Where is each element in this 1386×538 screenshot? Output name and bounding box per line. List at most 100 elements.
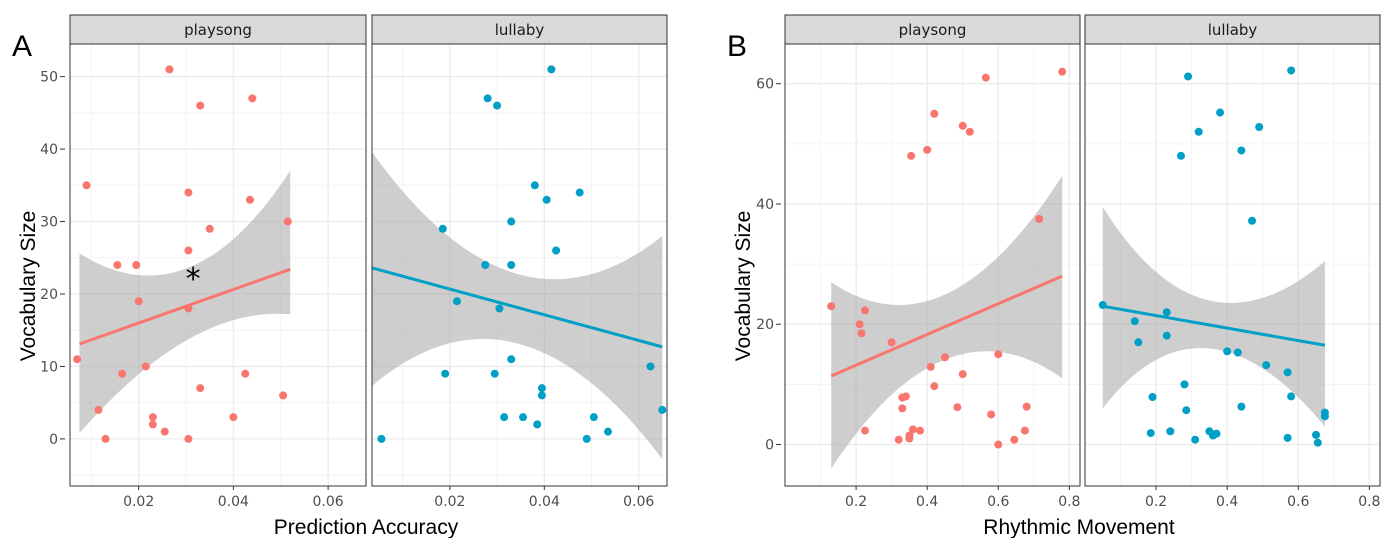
x-tick-label-a-playsong: 0.06 — [313, 494, 344, 510]
facet-b-playsong: playsong0.2 0.4 0.6 0.8 — [785, 15, 1080, 510]
strip-label-a-lullaby: lullaby — [495, 21, 545, 39]
point-b-lullaby-25 — [1147, 429, 1155, 437]
point-b-playsong-8 — [827, 302, 835, 310]
point-a-lullaby-19 — [658, 406, 666, 414]
point-a-lullaby-12 — [495, 304, 503, 312]
point-a-lullaby-1 — [484, 94, 492, 102]
facet-b-lullaby: lullaby0.2 0.4 0.6 0.8 — [1085, 15, 1380, 510]
y-tick-label-a: 10 — [40, 359, 58, 375]
point-a-playsong-11 — [135, 297, 143, 305]
point-a-lullaby-6 — [507, 218, 515, 226]
point-b-lullaby-28 — [1213, 430, 1221, 438]
point-a-playsong-5 — [246, 196, 254, 204]
point-a-playsong-1 — [196, 102, 204, 110]
point-a-playsong-9 — [113, 261, 121, 269]
point-a-playsong-22 — [161, 428, 169, 436]
point-a-lullaby-10 — [507, 261, 515, 269]
facet-a-lullaby: lullaby 0.02 0.04 0.06 — [372, 15, 667, 510]
chart-b: B Vocabulary Size Rhythmic Movement 0 20 4… — [727, 15, 1380, 538]
point-b-lullaby-9 — [1163, 308, 1171, 316]
point-a-lullaby-21 — [519, 413, 527, 421]
point-a-playsong-8 — [184, 247, 192, 255]
y-tick-label-a: 40 — [40, 142, 58, 158]
point-a-playsong-25 — [73, 355, 81, 363]
x-axis-title-a: Prediction Accuracy — [274, 516, 459, 538]
point-b-lullaby-3 — [1195, 128, 1203, 136]
point-a-lullaby-26 — [377, 435, 385, 443]
point-b-playsong-13 — [994, 350, 1002, 358]
point-b-playsong-10 — [856, 320, 864, 328]
point-a-lullaby-11 — [453, 297, 461, 305]
point-a-playsong-2 — [248, 94, 256, 102]
x-tick-label-b-playsong: 0.6 — [987, 494, 1009, 510]
point-a-playsong-21 — [149, 420, 157, 428]
point-b-playsong-7 — [1035, 215, 1043, 223]
y-tick-label-a: 20 — [40, 287, 58, 303]
point-b-lullaby-7 — [1248, 217, 1256, 225]
point-b-lullaby-22 — [1321, 412, 1329, 420]
point-b-lullaby-15 — [1262, 361, 1270, 369]
point-b-lullaby-6 — [1177, 152, 1185, 160]
point-b-playsong-21 — [953, 403, 961, 411]
y-tick-label-b: 0 — [765, 438, 774, 454]
point-a-lullaby-20 — [500, 413, 508, 421]
point-a-lullaby-22 — [590, 413, 598, 421]
point-a-lullaby-15 — [441, 370, 449, 378]
point-b-lullaby-31 — [1284, 434, 1292, 442]
point-b-playsong-11 — [857, 329, 865, 337]
point-a-playsong-10 — [132, 261, 140, 269]
x-tick-label-a-playsong: 0.02 — [123, 494, 154, 510]
point-b-lullaby-30 — [1191, 436, 1199, 444]
point-a-playsong-24 — [184, 435, 192, 443]
y-axis-title-a: Vocabulary Size — [17, 211, 40, 362]
point-b-playsong-5 — [923, 146, 931, 154]
x-tick-label-a-lullaby: 0.02 — [434, 494, 465, 510]
x-tick-label-a-lullaby: 0.06 — [623, 494, 654, 510]
point-b-lullaby-1 — [1287, 66, 1295, 74]
point-b-playsong-32 — [994, 441, 1002, 449]
point-b-playsong-20 — [1023, 403, 1031, 411]
point-a-playsong-23 — [102, 435, 110, 443]
strip-label-a-playsong: playsong — [184, 21, 252, 39]
y-tick-label-b: 20 — [756, 317, 774, 333]
point-b-lullaby-10 — [1131, 317, 1139, 325]
point-b-playsong-22 — [898, 404, 906, 412]
x-axis-title-b: Rhythmic Movement — [983, 516, 1175, 538]
y-tick-label-a: 30 — [40, 215, 58, 231]
point-b-playsong-25 — [916, 427, 924, 435]
y-tick-label-b: 40 — [756, 197, 774, 213]
point-a-lullaby-4 — [576, 189, 584, 197]
point-b-lullaby-20 — [1237, 403, 1245, 411]
point-b-lullaby-2 — [1216, 109, 1224, 117]
point-a-lullaby-3 — [531, 181, 539, 189]
point-b-playsong-0 — [1058, 68, 1066, 76]
point-b-playsong-19 — [898, 394, 906, 402]
panel-label-a: A — [12, 30, 32, 63]
x-tick-label-b-playsong: 0.2 — [845, 494, 867, 510]
y-tick-label-a: 50 — [40, 70, 58, 86]
point-a-playsong-18 — [94, 406, 102, 414]
point-b-playsong-9 — [861, 306, 869, 314]
point-b-playsong-29 — [905, 434, 913, 442]
point-b-lullaby-13 — [1223, 347, 1231, 355]
point-b-lullaby-4 — [1255, 123, 1263, 131]
point-a-playsong-0 — [165, 65, 173, 73]
point-a-playsong-4 — [184, 189, 192, 197]
point-b-playsong-16 — [959, 370, 967, 378]
y-tick-label-b: 60 — [756, 77, 774, 93]
point-a-lullaby-14 — [646, 362, 654, 370]
point-a-lullaby-16 — [491, 370, 499, 378]
point-a-lullaby-23 — [533, 420, 541, 428]
point-b-lullaby-12 — [1134, 338, 1142, 346]
point-a-lullaby-17 — [538, 384, 546, 392]
point-b-playsong-15 — [927, 363, 935, 371]
point-b-lullaby-5 — [1237, 146, 1245, 154]
x-tick-label-b-playsong: 0.4 — [916, 494, 938, 510]
x-tick-label-b-playsong: 0.8 — [1058, 494, 1080, 510]
point-a-playsong-13 — [142, 362, 150, 370]
point-a-lullaby-2 — [493, 102, 501, 110]
point-b-lullaby-17 — [1181, 380, 1189, 388]
point-a-lullaby-8 — [552, 247, 560, 255]
point-a-lullaby-9 — [481, 261, 489, 269]
